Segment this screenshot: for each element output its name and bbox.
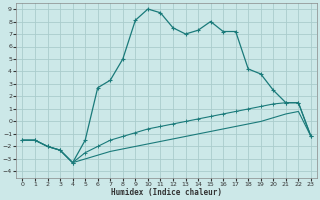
X-axis label: Humidex (Indice chaleur): Humidex (Indice chaleur): [111, 188, 222, 197]
